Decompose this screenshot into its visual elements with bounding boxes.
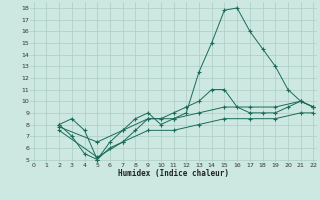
X-axis label: Humidex (Indice chaleur): Humidex (Indice chaleur) bbox=[118, 169, 229, 178]
